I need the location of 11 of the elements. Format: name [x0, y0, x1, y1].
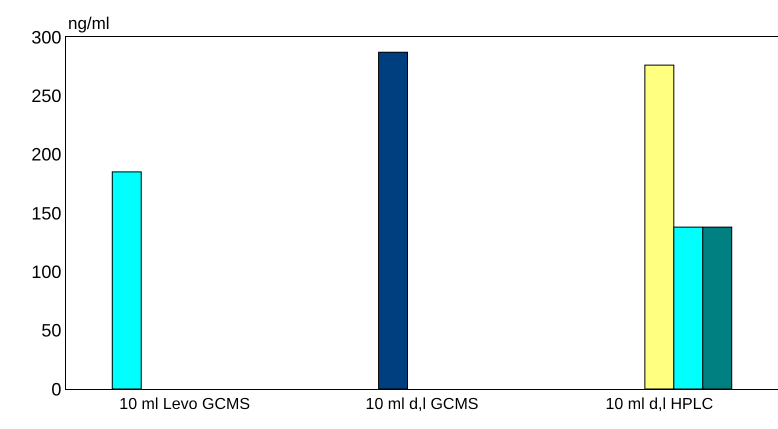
y-tick-label: 200	[31, 144, 62, 165]
y-tick-label: 0	[51, 379, 62, 400]
y-tick-label: 50	[41, 320, 62, 341]
x-tick-label: 10 ml Levo GCMS	[119, 396, 250, 414]
y-tick-label: 100	[31, 262, 62, 282]
y-tick-label: 150	[31, 203, 62, 224]
y-tick-label: 250	[31, 86, 62, 106]
y-tick-label: 300	[31, 27, 62, 48]
x-tick-label: 10 ml d,l HPLC	[606, 396, 714, 414]
y-axis-title: ng/ml	[68, 14, 110, 33]
x-tick-label: 10 ml d,l GCMS	[366, 396, 478, 414]
